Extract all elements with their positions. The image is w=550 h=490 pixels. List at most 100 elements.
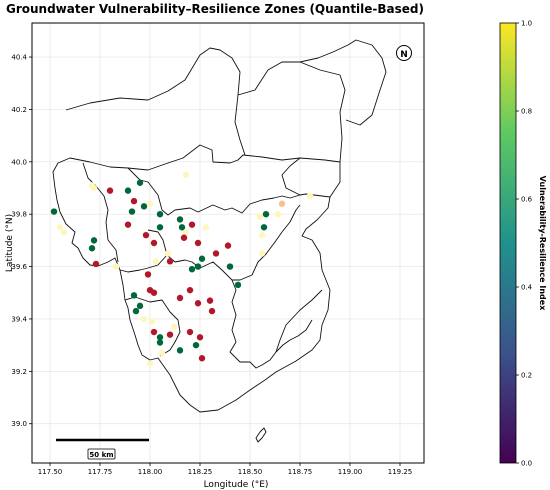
point-medium-zone: [152, 258, 160, 265]
data-points: [50, 171, 314, 367]
point-low-zone: [136, 302, 144, 310]
point-low-zone: [156, 334, 164, 341]
scale-bar: 50 km: [56, 438, 149, 460]
x-tick-label: 118.75: [288, 468, 313, 476]
region-outline-south-central: [229, 279, 313, 369]
region-outline-north-east: [299, 39, 387, 126]
point-high-zone: [92, 260, 100, 268]
point-medium-zone: [146, 360, 154, 367]
point-medium-zone: [258, 231, 266, 239]
point-medium-zone: [164, 250, 172, 257]
x-tick-label: 118.00: [138, 468, 163, 476]
point-low-zone: [226, 263, 234, 270]
x-tick-label: 119.25: [388, 468, 413, 476]
colorbar: [499, 22, 517, 464]
island-outline: [255, 427, 267, 443]
point-low-zone: [198, 255, 206, 262]
colorbar-tick-label: 0.8: [521, 108, 532, 116]
point-medium-zone: [146, 200, 154, 207]
point-medium-zone: [90, 184, 98, 192]
point-high-zone: [166, 258, 174, 265]
point-high-zone: [150, 328, 158, 336]
point-high-zone: [212, 250, 220, 257]
point-high-zone: [186, 328, 194, 336]
point-low-zone: [178, 224, 186, 231]
axes-frame: [31, 22, 425, 464]
region-outline-north-central: [237, 61, 346, 163]
x-tick-label: 119.00: [338, 468, 363, 476]
y-axis-ticks: 39.0 39.2 39.4 39.6 39.8 40.0 40.2 40.4: [11, 54, 32, 428]
point-low-zone: [176, 216, 184, 223]
y-axis-label: Latitude (°N): [5, 214, 15, 272]
point-low-zone: [140, 203, 148, 210]
point-low-zone: [128, 208, 136, 215]
point-high-zone: [224, 242, 232, 249]
point-medium-orange-zone: [278, 200, 286, 207]
point-high-zone: [150, 289, 158, 296]
point-low-zone: [188, 265, 196, 273]
region-outline-south-east: [275, 289, 323, 353]
point-medium-zone: [202, 224, 210, 231]
point-medium-zone: [274, 210, 282, 218]
point-medium-zone: [182, 171, 190, 179]
y-tick-label: 39.0: [11, 420, 27, 428]
point-high-zone: [150, 239, 158, 247]
point-medium-zone: [258, 250, 266, 257]
point-low-zone: [176, 347, 184, 354]
region-outline-east: [281, 157, 331, 198]
point-low-zone: [132, 307, 140, 315]
point-high-zone: [144, 271, 152, 278]
point-high-zone: [208, 307, 216, 315]
point-low-zone: [156, 210, 164, 218]
point-high-zone: [180, 234, 188, 241]
region-outline-west-inner: [82, 162, 119, 263]
point-medium-zone: [158, 349, 166, 357]
y-tick-label: 40.0: [11, 158, 27, 166]
y-tick-label: 39.8: [11, 211, 27, 219]
scale-bar-label-box: [87, 448, 116, 460]
point-low-zone: [262, 210, 270, 218]
region-outline-central-north: [127, 167, 301, 216]
point-medium-zone: [140, 315, 148, 323]
point-low-zone: [156, 339, 164, 346]
north-arrow-circle: [396, 45, 412, 61]
x-axis-label: Longitude (°E): [204, 480, 269, 490]
point-medium-zone: [112, 263, 120, 270]
region-outline-south-west: [124, 296, 181, 357]
point-low-zone: [156, 224, 164, 231]
point-medium-zone: [148, 318, 156, 325]
point-low-zone: [194, 263, 202, 270]
point-low-zone: [260, 224, 268, 231]
north-arrow: N: [396, 45, 412, 61]
point-high-zone: [106, 187, 114, 194]
point-low-zone: [50, 208, 58, 215]
x-tick-label: 118.50: [238, 468, 263, 476]
point-medium-zone: [256, 213, 264, 221]
point-medium-zone: [170, 323, 178, 331]
point-high-zone: [166, 331, 174, 338]
y-tick-label: 39.4: [11, 315, 27, 323]
x-axis-ticks: 117.50 117.75 118.00 118.25 118.50 118.75 119.…: [38, 463, 413, 476]
point-medium-zone: [56, 224, 64, 231]
point-low-zone: [136, 179, 144, 186]
point-high-zone: [194, 239, 202, 247]
region-outline-main: [52, 144, 341, 413]
point-high-zone: [130, 197, 138, 205]
point-high-zone: [194, 300, 202, 307]
point-high-zone: [198, 355, 206, 362]
colorbar-tick-label: 0.0: [521, 460, 532, 468]
point-medium-zone: [306, 192, 314, 200]
colorbar-tick-label: 1.0: [521, 20, 532, 28]
x-tick-label: 117.75: [88, 468, 113, 476]
point-low-zone: [192, 341, 200, 349]
point-high-zone: [124, 221, 132, 228]
x-tick-label: 117.50: [38, 468, 63, 476]
colorbar-tick-label: 0.6: [521, 196, 533, 204]
north-arrow-label: N: [400, 50, 408, 60]
map-title: Groundwater Vulnerability–Resilience Zon…: [6, 2, 424, 16]
y-tick-label: 40.2: [11, 106, 27, 114]
point-high-zone: [188, 221, 196, 228]
point-high-zone: [206, 297, 214, 304]
scale-bar-label: 50 km: [89, 451, 113, 459]
